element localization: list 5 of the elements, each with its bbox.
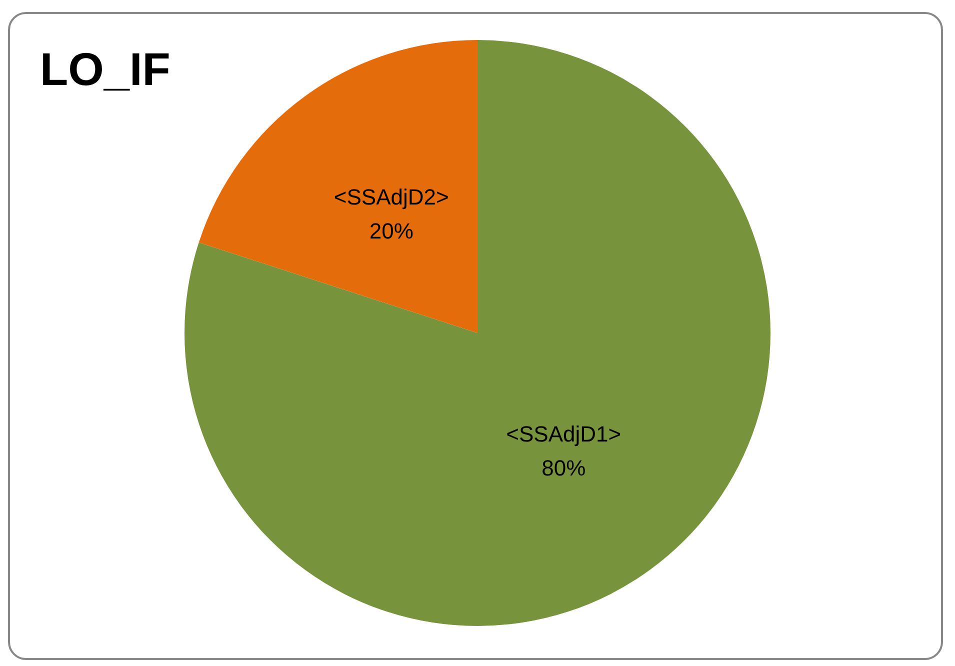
chart-title: LO_IF — [40, 43, 170, 95]
data-label: 80% — [542, 456, 586, 481]
data-label: 20% — [369, 218, 414, 244]
slice-label: <SSAdjD1> — [506, 422, 622, 447]
slice-label: <SSAdjD2> — [334, 184, 449, 210]
